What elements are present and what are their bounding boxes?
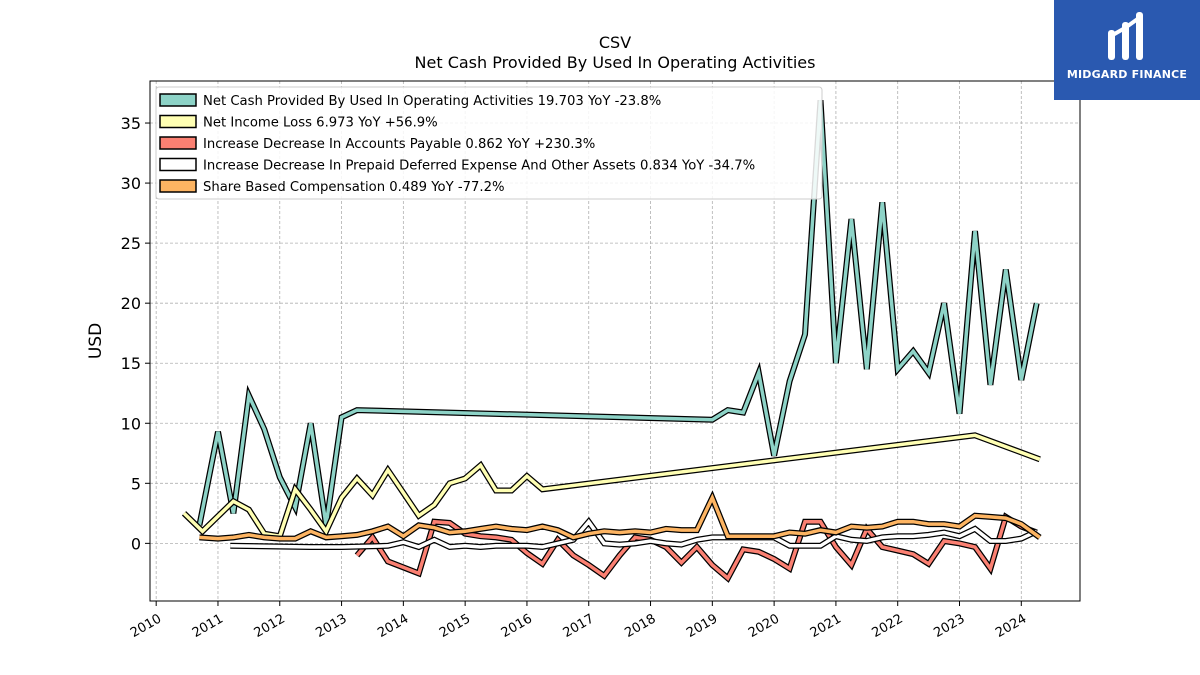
x-tick-label: 2023 <box>931 611 967 641</box>
y-tick-label: 5 <box>131 474 141 493</box>
x-tick-label: 2022 <box>870 611 906 641</box>
x-tick-label: 2024 <box>993 611 1029 641</box>
y-axis-label: USD <box>86 323 106 359</box>
series-stroke <box>182 433 1041 539</box>
y-tick-label: 10 <box>121 414 141 433</box>
y-tick-label: 15 <box>121 354 141 373</box>
x-tick-label: 2020 <box>746 611 782 641</box>
y-tick-label: 20 <box>121 294 141 313</box>
y-axis: 0 5 10 15 20 25 30 35 <box>121 114 150 553</box>
logo-badge: MIDGARD FINANCE <box>1054 0 1200 100</box>
y-tick-label: 0 <box>131 534 141 553</box>
legend-frame <box>155 86 823 200</box>
y-tick-label: 25 <box>121 234 141 253</box>
y-tick-label: 30 <box>121 174 141 193</box>
legend-label: Increase Decrease In Prepaid Deferred Ex… <box>203 159 755 174</box>
chart-title: CSV <box>599 33 631 52</box>
legend-swatch <box>159 157 197 172</box>
legend-label: Increase Decrease In Accounts Payable 0.… <box>203 137 595 152</box>
legend-label: Net Income Loss 6.973 YoY +56.9% <box>203 116 438 131</box>
legend-swatch <box>159 136 197 150</box>
x-tick-label: 2012 <box>252 611 288 641</box>
x-tick-label: 2013 <box>313 611 349 641</box>
x-axis: 2010 2011 2012 2013 2014 2015 2016 2017 2018 2019… <box>128 601 1029 641</box>
legend-swatch <box>159 93 197 107</box>
legend-label: Net Cash Provided By Used In Operating A… <box>203 94 661 109</box>
plot-area-frame <box>149 80 1081 602</box>
x-tick-label: 2010 <box>128 611 164 641</box>
series-stroke <box>197 100 1039 526</box>
chart-legend: Net Cash Provided By Used In Operating A… <box>155 86 823 200</box>
x-tick-label: 2019 <box>684 611 720 641</box>
chart-subtitle: Net Cash Provided By Used In Operating A… <box>415 53 816 72</box>
series-line-1 <box>196 100 1040 526</box>
y-tick-label: 35 <box>121 114 141 133</box>
series-line-5 <box>199 490 1042 542</box>
legend-label: Share Based Compensation 0.489 YoY -77.2… <box>203 180 505 195</box>
series-stroke <box>199 493 1041 541</box>
midgard-logo-icon <box>1108 12 1143 60</box>
series-line-4 <box>230 516 1038 551</box>
x-tick-label: 2011 <box>190 611 226 641</box>
x-tick-label: 2018 <box>622 611 658 641</box>
x-tick-label: 2016 <box>499 611 535 641</box>
legend-swatch <box>159 114 197 129</box>
x-tick-label: 2015 <box>437 611 473 641</box>
x-tick-label: 2014 <box>375 611 411 641</box>
series-line-2 <box>181 432 1041 540</box>
x-tick-label: 2017 <box>561 611 597 641</box>
logo-text: MIDGARD FINANCE <box>1066 68 1188 81</box>
x-tick-label: 2021 <box>808 611 844 641</box>
series-lines <box>181 100 1042 583</box>
series-stroke <box>230 518 1038 549</box>
series-stroke <box>355 514 1038 581</box>
legend-swatch <box>159 179 197 193</box>
series-line-3 <box>354 512 1038 583</box>
